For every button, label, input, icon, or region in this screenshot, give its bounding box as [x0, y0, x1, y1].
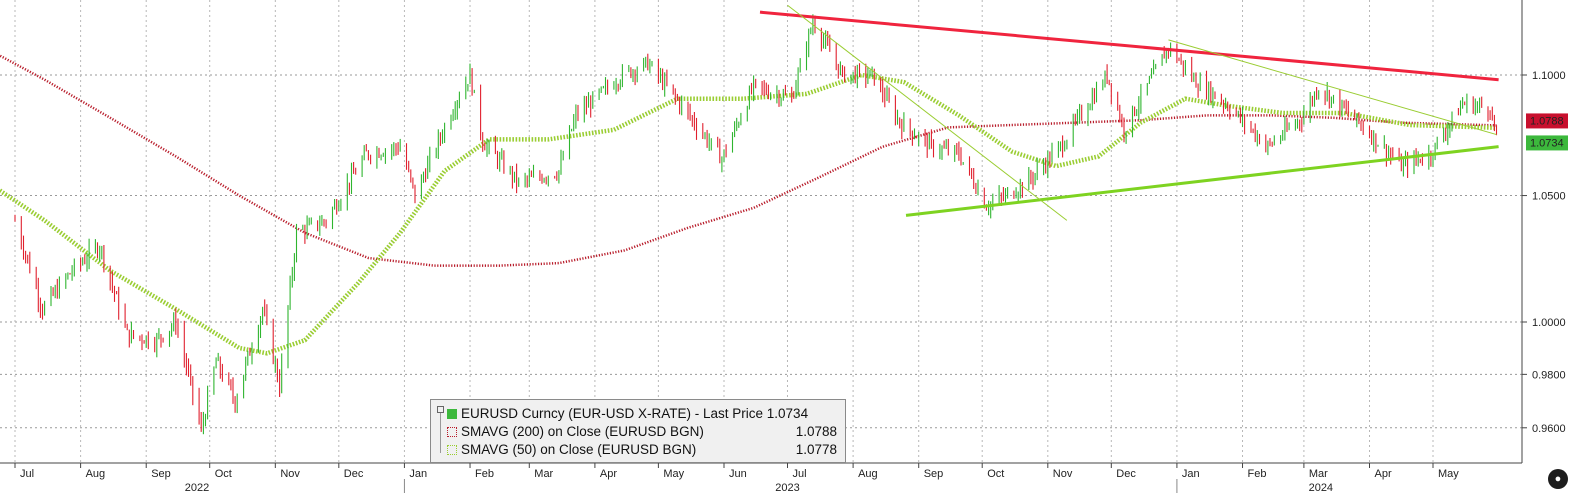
x-tick-label: Jan — [409, 468, 427, 480]
legend-swatch-sma200 — [447, 427, 457, 437]
year-label: 2024 — [1309, 482, 1333, 493]
x-tick-label: Dec — [1116, 468, 1136, 480]
x-tick-label: Sep — [924, 468, 944, 480]
x-tick-label: Mar — [1309, 468, 1328, 480]
series-layer — [0, 14, 1498, 435]
x-tick-label: Sep — [151, 468, 171, 480]
price-tag-label: 1.0734 — [1530, 137, 1564, 149]
legend-collapse-toggle[interactable] — [437, 406, 444, 413]
price-tag-bg — [1526, 135, 1568, 151]
x-tick-label: Apr — [600, 468, 617, 480]
trendline — [1168, 39, 1497, 136]
x-tick-label: Feb — [1248, 468, 1267, 480]
trendline — [759, 10, 1499, 82]
year-label: 2022 — [185, 482, 209, 493]
legend-swatch-sma50 — [447, 445, 457, 455]
y-tick-label: 1.0000 — [1532, 317, 1566, 329]
legend-row-sma200[interactable]: SMAVG (200) on Close (EURUSD BGN) 1.0788 — [431, 423, 845, 441]
legend-row-sma50[interactable]: SMAVG (50) on Close (EURUSD BGN) 1.0778 — [431, 441, 845, 459]
legend-value-sma50: 1.0778 — [795, 442, 837, 457]
legend-row-price[interactable]: EURUSD Curncy (EUR-USD X-RATE) - Last Pr… — [431, 405, 845, 423]
trendline-layer — [759, 4, 1499, 221]
x-tick-label: May — [1438, 468, 1459, 480]
x-tick-label: Apr — [1375, 468, 1392, 480]
legend-label-sma200: SMAVG (200) on Close (EURUSD BGN) — [461, 424, 704, 439]
legend-label-price: EURUSD Curncy (EUR-USD X-RATE) - Last Pr… — [461, 406, 809, 421]
bloomberg-logo-icon: ● — [1548, 469, 1568, 489]
x-tick-label: Oct — [987, 468, 1004, 480]
trendline — [905, 145, 1499, 217]
sma50-line — [0, 72, 1497, 356]
y-tick-label: 1.0500 — [1532, 191, 1566, 203]
price-tag-bg — [1526, 113, 1568, 129]
x-tick-label: Aug — [86, 468, 106, 480]
x-tick-label: Nov — [280, 468, 300, 480]
legend-tree-line — [440, 413, 441, 453]
x-tick-label: Nov — [1053, 468, 1073, 480]
price-tag-label: 1.0788 — [1530, 115, 1564, 127]
x-tick-label: Jan — [1182, 468, 1200, 480]
sma200-line — [0, 54, 1497, 267]
x-tick-label: Jul — [20, 468, 34, 480]
x-tick-label: Jun — [729, 468, 747, 480]
x-tick-label: Jul — [792, 468, 806, 480]
x-tick-label: Aug — [858, 468, 878, 480]
legend-swatch-price — [447, 409, 457, 419]
legend-label-sma50: SMAVG (50) on Close (EURUSD BGN) — [461, 442, 697, 457]
grid — [0, 0, 1522, 463]
legend: EURUSD Curncy (EUR-USD X-RATE) - Last Pr… — [430, 399, 846, 463]
x-tick-label: Feb — [475, 468, 494, 480]
y-tick-label: 0.9800 — [1532, 369, 1566, 381]
x-tick-label: Dec — [344, 468, 364, 480]
x-tick-label: Oct — [215, 468, 232, 480]
x-tick-label: Mar — [534, 468, 553, 480]
x-tick-label: May — [663, 468, 684, 480]
y-tick-label: 0.9600 — [1532, 423, 1566, 435]
legend-value-sma200: 1.0788 — [795, 424, 837, 439]
y-tick-label: 1.1000 — [1532, 70, 1566, 82]
year-label: 2023 — [775, 482, 799, 493]
trendline — [787, 4, 1068, 221]
